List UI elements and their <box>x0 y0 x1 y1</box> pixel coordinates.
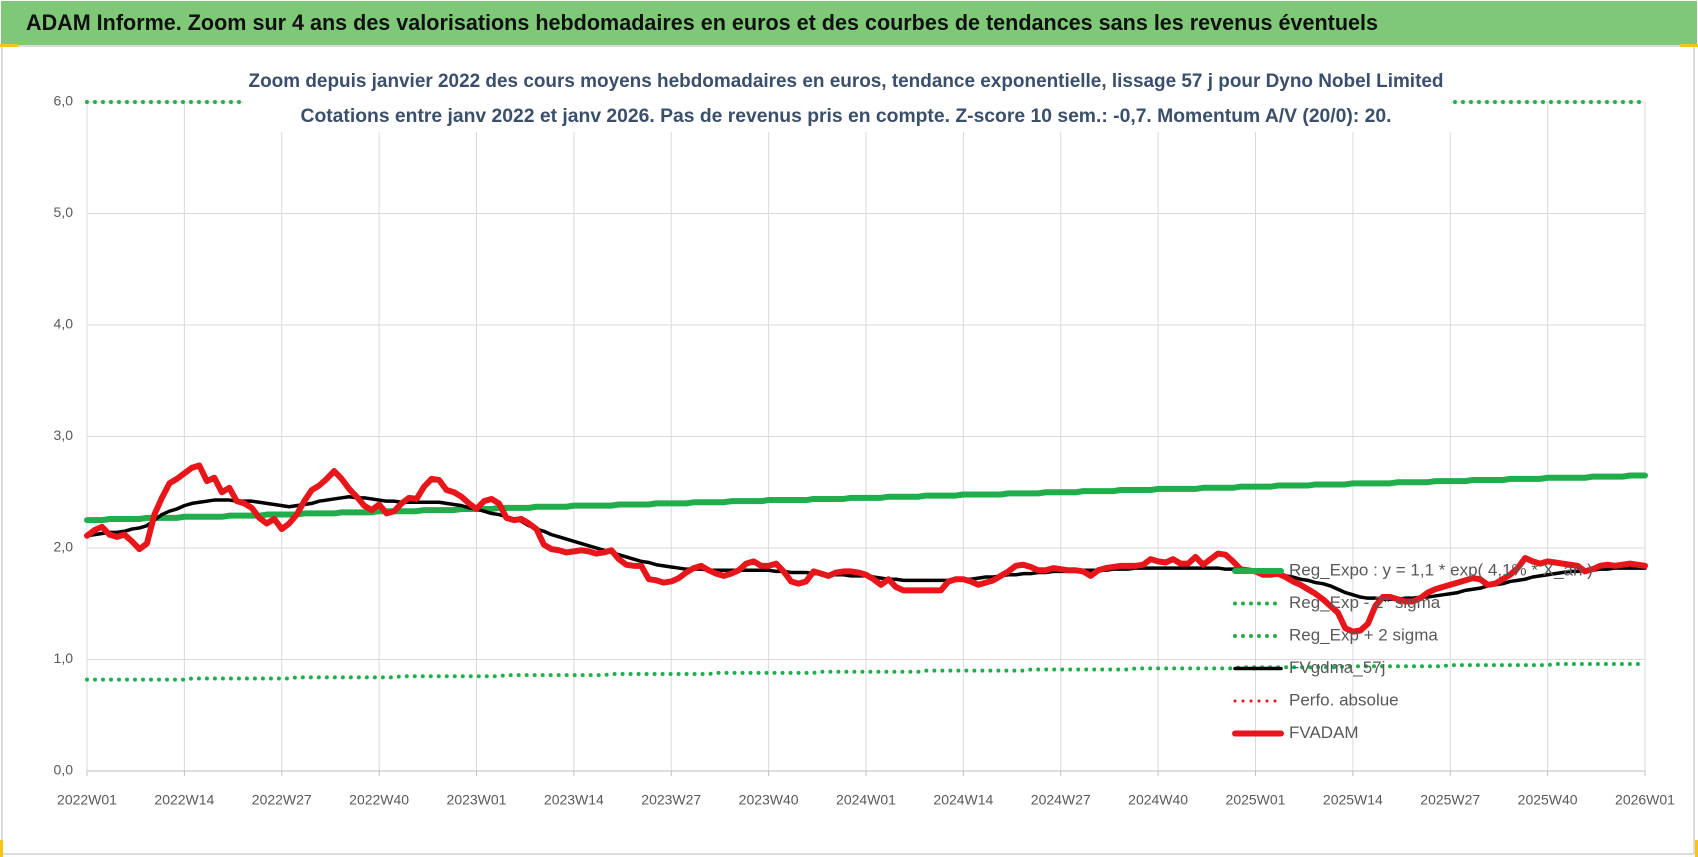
legend-label: Reg_Exp - 2* sigma <box>1289 593 1441 612</box>
y-tick-label: 4,0 <box>54 316 74 332</box>
title-backdrop <box>244 64 1451 132</box>
chart-subtitle: Cotations entre janv 2022 et janv 2026. … <box>301 106 1392 127</box>
corner-mark <box>0 840 3 857</box>
header-bar <box>1 1 1697 45</box>
y-tick-label: 6,0 <box>54 93 74 109</box>
y-tick-label: 1,0 <box>54 650 74 666</box>
x-tick-label: 2024W14 <box>933 792 993 808</box>
x-tick-label: 2024W27 <box>1031 792 1091 808</box>
x-tick-label: 2025W27 <box>1420 792 1480 808</box>
x-tick-label: 2024W01 <box>836 792 896 808</box>
x-tick-label: 2025W01 <box>1226 792 1286 808</box>
legend-label: Reg_Expo : y = 1,1 * exp( 4,1% * X_an ) <box>1289 560 1593 579</box>
x-tick-label: 2025W14 <box>1323 792 1383 808</box>
series-layer <box>84 100 1648 682</box>
x-tick-label: 2026W01 <box>1615 792 1675 808</box>
corner-mark <box>1695 840 1698 857</box>
x-tick-label: 2023W14 <box>544 792 604 808</box>
x-tick-label: 2022W14 <box>154 792 214 808</box>
legend-label: FVADAM <box>1289 723 1359 742</box>
legend: Reg_Expo : y = 1,1 * exp( 4,1% * X_an ) R… <box>1232 560 1593 742</box>
legend-label: FVgdma_57j <box>1289 658 1385 677</box>
x-tick-label: 2023W01 <box>447 792 507 808</box>
corner-mark <box>1680 44 1698 47</box>
x-tick-label: 2025W40 <box>1518 792 1578 808</box>
y-tick-label: 2,0 <box>54 539 74 555</box>
y-tick-label: 0,0 <box>54 762 74 778</box>
legend-label: Perfo. absolue <box>1289 690 1399 709</box>
corner-mark <box>0 44 18 47</box>
x-tick-label: 2023W40 <box>739 792 799 808</box>
y-tick-label: 5,0 <box>54 204 74 220</box>
series-line <box>84 472 1648 524</box>
chart-frame <box>1 45 1695 855</box>
chart-title: Zoom depuis janvier 2022 des cours moyen… <box>249 71 1444 92</box>
legend-label: Reg_Exp + 2 sigma <box>1289 625 1438 644</box>
y-tick-label: 3,0 <box>54 427 74 443</box>
x-tick-label: 2022W01 <box>57 792 117 808</box>
page-header: ADAM Informe. Zoom sur 4 ans des valoris… <box>26 10 1378 35</box>
x-tick-label: 2022W27 <box>252 792 312 808</box>
x-tick-label: 2022W40 <box>349 792 409 808</box>
x-tick-label: 2024W40 <box>1128 792 1188 808</box>
series-line <box>84 462 1648 635</box>
x-tick-label: 2023W27 <box>641 792 701 808</box>
